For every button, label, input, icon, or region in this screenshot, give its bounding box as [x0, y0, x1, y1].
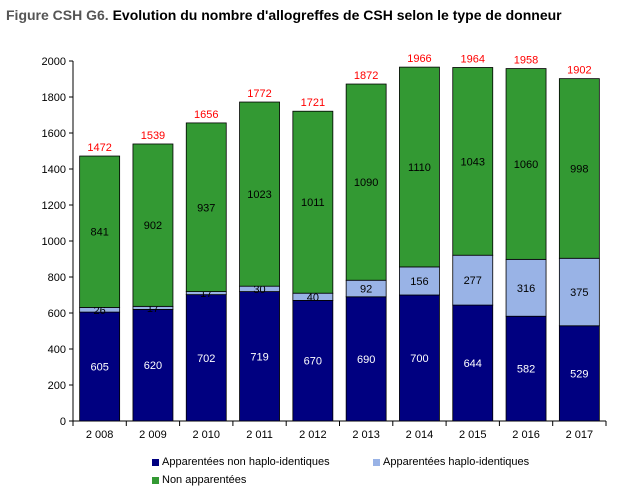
x-tick-label-1: 2 009 [139, 429, 167, 441]
bar-0-5 [345, 296, 387, 422]
x-tick-label-4: 2 012 [299, 429, 327, 441]
bar-2-2 [185, 122, 227, 292]
y-tick-label-0: 0 [60, 416, 66, 428]
data-label-0-2: 702 [197, 353, 215, 365]
y-tick-label-1: 200 [48, 380, 66, 392]
legend-label-2: Non apparentées [162, 474, 247, 486]
x-tick-label-6: 2 014 [406, 429, 434, 441]
y-tick-label-4: 800 [48, 272, 66, 284]
bar-2-4 [292, 110, 334, 294]
total-label-4: 1721 [301, 97, 325, 109]
chart-title: Figure CSH G6. Evolution du nombre d'all… [6, 7, 562, 23]
total-label-3: 1772 [247, 88, 271, 100]
figure-number: Figure CSH G6. [6, 7, 109, 23]
legend-label-1: Apparentées haplo-identiques [383, 456, 530, 468]
x-tick-label-9: 2 017 [566, 429, 594, 441]
data-label-2-0: 841 [90, 227, 108, 239]
data-label-2-1: 902 [144, 220, 162, 232]
total-label-2: 1656 [194, 109, 218, 121]
x-tick-label-0: 2 008 [86, 429, 114, 441]
bar-1-8 [505, 258, 547, 317]
legend-swatch-1 [373, 458, 380, 466]
bar-1-7 [452, 254, 494, 306]
y-tick-label-10: 2000 [42, 56, 66, 68]
total-label-7: 1964 [461, 53, 485, 65]
data-label-0-4: 670 [304, 356, 322, 368]
total-label-0: 1472 [87, 142, 111, 154]
data-label-0-7: 644 [464, 358, 482, 370]
bar-0-1 [132, 308, 174, 422]
total-label-8: 1958 [514, 55, 538, 67]
y-tick-label-3: 600 [48, 308, 66, 320]
data-label-0-0: 605 [90, 362, 108, 374]
bar-2-3 [239, 101, 280, 287]
bar-2-7 [452, 67, 494, 256]
x-tick-label-2: 2 010 [192, 429, 220, 441]
data-label-1-8: 316 [517, 283, 535, 295]
y-tick-label-6: 1200 [42, 200, 66, 212]
bar-0-7 [452, 304, 494, 422]
data-label-2-8: 1060 [514, 159, 538, 171]
data-label-1-5: 92 [360, 284, 372, 296]
y-tick-label-8: 1600 [42, 128, 66, 140]
data-label-1-4: 40 [307, 292, 319, 304]
legend-swatch-2 [152, 476, 159, 484]
bar-2-9 [558, 78, 600, 259]
bar-1-6 [399, 266, 440, 296]
data-label-0-9: 529 [570, 368, 588, 380]
bar-2-0 [79, 155, 121, 308]
x-tick-label-7: 2 015 [459, 429, 487, 441]
legend-item-1: Apparentées haplo-identiques [373, 456, 529, 468]
data-label-2-6: 1110 [408, 162, 431, 174]
legend-item-2: Non apparentées [152, 474, 246, 486]
total-label-6: 1966 [407, 53, 431, 65]
total-label-1: 1539 [141, 130, 165, 142]
bar-2-6 [399, 66, 440, 268]
bar-0-6 [399, 294, 440, 422]
y-tick-label-2: 400 [48, 344, 66, 356]
bar-0-3 [239, 291, 280, 422]
data-label-0-5: 690 [357, 354, 375, 366]
data-label-2-4: 1011 [301, 197, 325, 209]
x-tick-label-5: 2 013 [352, 429, 380, 441]
data-label-2-3: 1023 [247, 189, 271, 201]
bar-2-1 [132, 143, 174, 307]
data-label-0-1: 620 [144, 360, 162, 372]
data-label-1-7: 277 [464, 275, 482, 287]
legend-item-0: Apparentées non haplo-identiques [152, 456, 330, 468]
data-label-2-5: 1090 [354, 177, 378, 189]
legend-swatch-0 [152, 458, 159, 466]
figure-title-text: Evolution du nombre d'allogreffes de CSH… [112, 7, 562, 23]
total-label-5: 1872 [354, 70, 378, 82]
y-tick-label-9: 1800 [42, 92, 66, 104]
bar-0-0 [79, 311, 121, 422]
data-label-0-6: 700 [410, 353, 428, 365]
bar-0-4 [292, 299, 334, 422]
total-label-9: 1902 [567, 65, 591, 77]
data-label-2-9: 998 [570, 163, 588, 175]
data-label-1-3: 30 [253, 284, 265, 296]
bar-2-5 [345, 83, 387, 281]
bar-2-8 [505, 68, 547, 260]
data-label-2-2: 937 [197, 202, 215, 214]
data-label-1-9: 375 [570, 287, 588, 299]
data-label-2-7: 1043 [461, 156, 485, 168]
data-label-1-6: 156 [410, 276, 428, 288]
data-label-0-8: 582 [517, 364, 535, 376]
x-tick-label-3: 2 011 [246, 429, 273, 441]
y-tick-label-7: 1400 [42, 164, 66, 176]
x-tick-label-8: 2 016 [512, 429, 540, 441]
data-label-0-3: 719 [250, 351, 268, 363]
bar-0-9 [558, 325, 600, 422]
legend-label-0: Apparentées non haplo-identiques [162, 456, 330, 468]
bar-0-8 [505, 315, 547, 422]
bar-0-2 [185, 294, 227, 422]
y-tick-label-5: 1000 [42, 236, 66, 248]
